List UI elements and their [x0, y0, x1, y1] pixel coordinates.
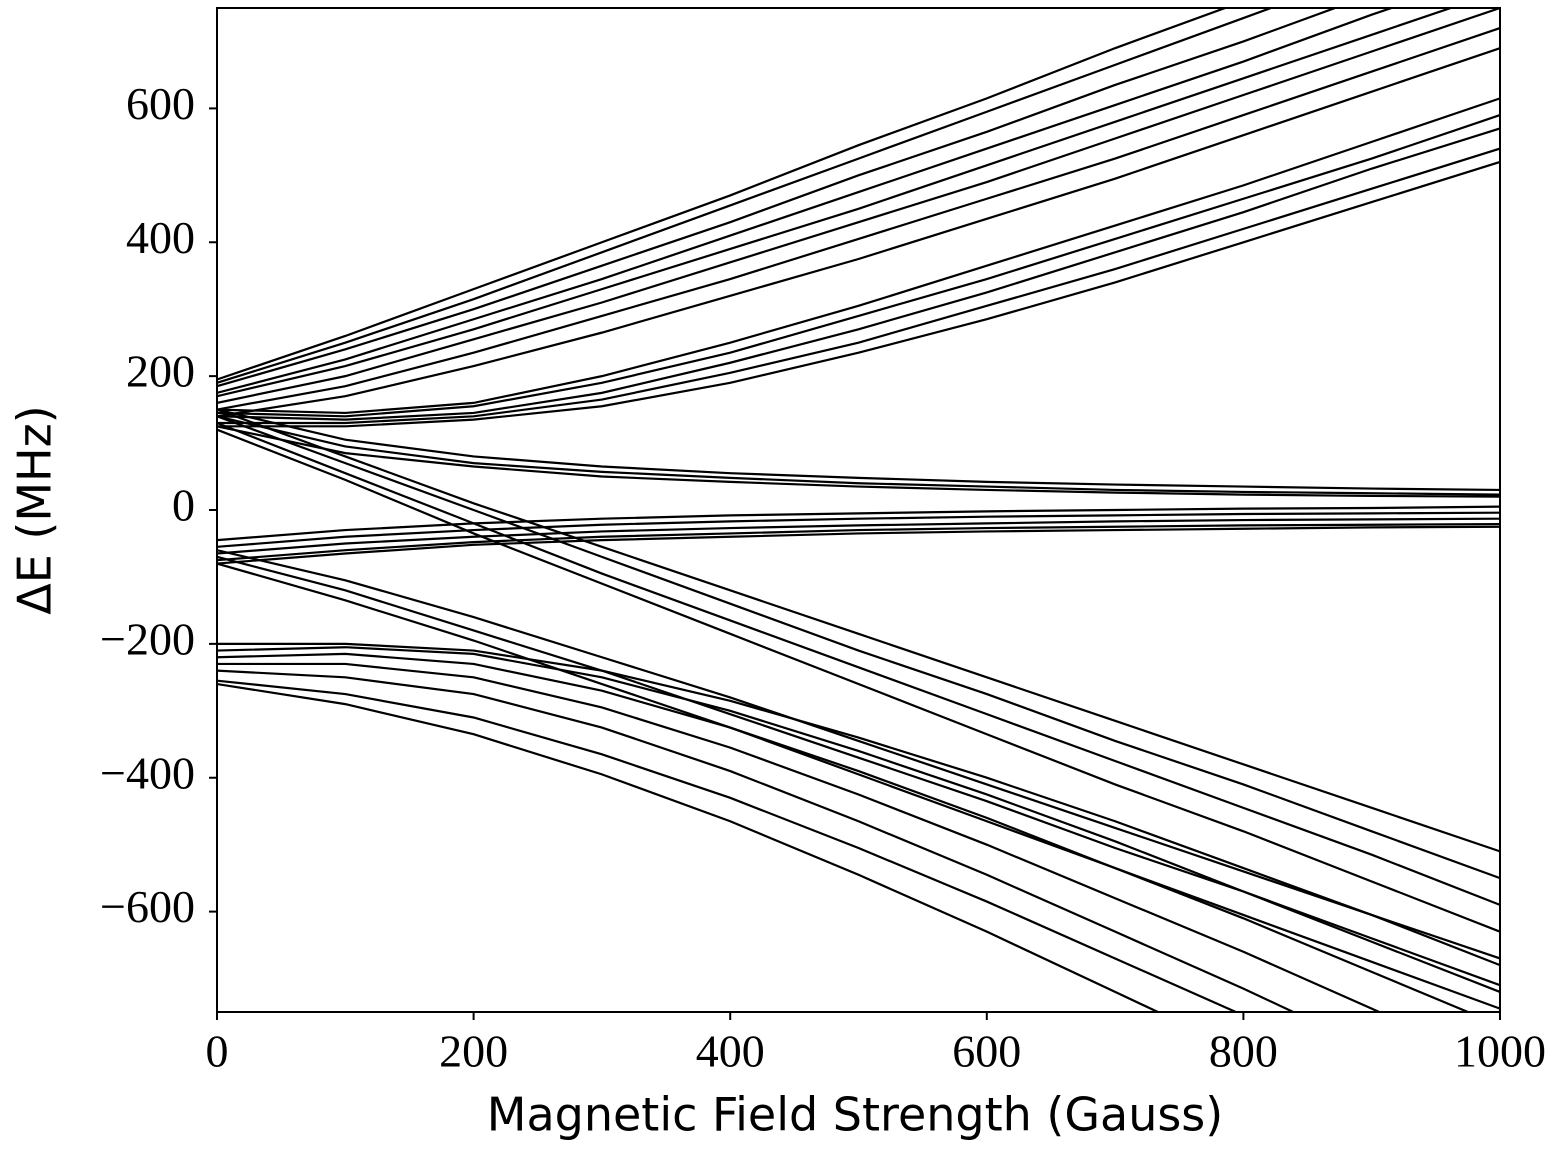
- x-tick-label: 600: [952, 1026, 1021, 1077]
- y-tick-label: 0: [172, 480, 195, 531]
- series-line: [217, 8, 1395, 394]
- series-line: [217, 669, 1296, 1012]
- series-line: [217, 8, 1455, 398]
- series-line: [217, 662, 1382, 1012]
- series-line: [217, 682, 1161, 1012]
- x-tick-label: 800: [1209, 1026, 1278, 1077]
- series-line: [217, 679, 1239, 1012]
- series-line: [217, 8, 1339, 388]
- series-line: [217, 8, 1500, 404]
- y-tick-label: 200: [126, 346, 195, 397]
- y-tick-label: −400: [100, 747, 195, 798]
- x-tick-label: 200: [439, 1026, 508, 1077]
- series-line: [217, 425, 1500, 498]
- series-line: [217, 549, 1500, 960]
- series-line: [217, 8, 1275, 384]
- series-line: [217, 562, 1500, 1010]
- y-axis-label: ΔE (MHz): [8, 405, 62, 614]
- x-tick-label: 1000: [1454, 1026, 1546, 1077]
- y-tick-label: 400: [126, 212, 195, 263]
- plot-lines: [217, 8, 1500, 1012]
- series-line: [217, 408, 1500, 492]
- series-line: [217, 517, 1500, 555]
- series-line: [217, 8, 1229, 381]
- series-line: [217, 408, 1500, 853]
- series-line: [217, 421, 1500, 906]
- series-line: [217, 415, 1500, 496]
- series-line: [217, 47, 1500, 418]
- series-line: [217, 160, 1500, 428]
- series-line: [217, 642, 1500, 967]
- series-line: [217, 147, 1500, 425]
- series-line: [217, 646, 1500, 993]
- series-line: [217, 27, 1500, 411]
- series-line: [217, 127, 1500, 421]
- series-line: [217, 525, 1500, 565]
- series-line: [217, 97, 1500, 415]
- y-tick-label: 600: [126, 78, 195, 129]
- series-line: [217, 511, 1500, 548]
- x-axis-label: Magnetic Field Strength (Gauss): [487, 1088, 1223, 1142]
- series-line: [217, 652, 1471, 1012]
- x-tick-label: 400: [696, 1026, 765, 1077]
- series-line: [217, 114, 1500, 418]
- series-line: [217, 428, 1500, 933]
- y-tick-label: −200: [100, 613, 195, 664]
- x-tick-label: 0: [206, 1026, 229, 1077]
- y-tick-label: −600: [100, 881, 195, 932]
- series-line: [217, 505, 1500, 542]
- series-line: [217, 522, 1500, 562]
- series-line: [217, 415, 1500, 880]
